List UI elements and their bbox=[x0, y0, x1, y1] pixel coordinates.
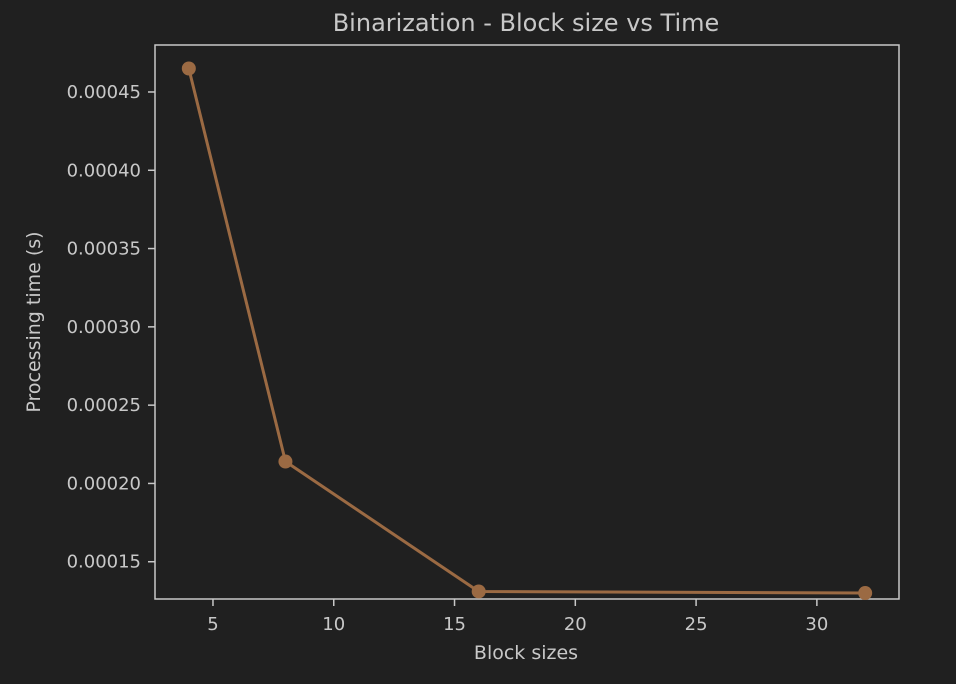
y-tick-label: 0.00035 bbox=[67, 239, 141, 260]
y-axis: 0.00015 0.00020 0.00025 0.00030 0.00035 0.000… bbox=[67, 82, 155, 573]
x-tick-label: 15 bbox=[443, 614, 466, 635]
x-tick-label: 20 bbox=[564, 614, 587, 635]
y-tick-label: 0.00015 bbox=[67, 552, 141, 573]
data-point bbox=[858, 586, 873, 601]
plot-area-frame bbox=[154, 44, 900, 600]
series-layer bbox=[181, 61, 873, 601]
x-tick-label: 5 bbox=[207, 614, 218, 635]
data-point bbox=[181, 61, 196, 76]
y-axis-label: Processing time (s) bbox=[23, 231, 45, 412]
y-tick-label: 0.00025 bbox=[67, 395, 141, 416]
x-axis-label: Block sizes bbox=[474, 642, 578, 664]
x-tick-label: 30 bbox=[805, 614, 828, 635]
data-point bbox=[471, 584, 486, 599]
series-line bbox=[187, 68, 866, 595]
data-point bbox=[278, 454, 293, 469]
x-tick-label: 25 bbox=[685, 614, 708, 635]
y-tick-label: 0.00040 bbox=[67, 160, 141, 181]
x-axis: 5 10 15 20 25 30 bbox=[207, 599, 828, 635]
y-tick-label: 0.00045 bbox=[67, 82, 141, 103]
y-tick-label: 0.00020 bbox=[67, 473, 141, 494]
y-tick-label: 0.00030 bbox=[67, 317, 141, 338]
x-tick-label: 10 bbox=[322, 614, 345, 635]
chart-title: Binarization - Block size vs Time bbox=[333, 9, 720, 37]
